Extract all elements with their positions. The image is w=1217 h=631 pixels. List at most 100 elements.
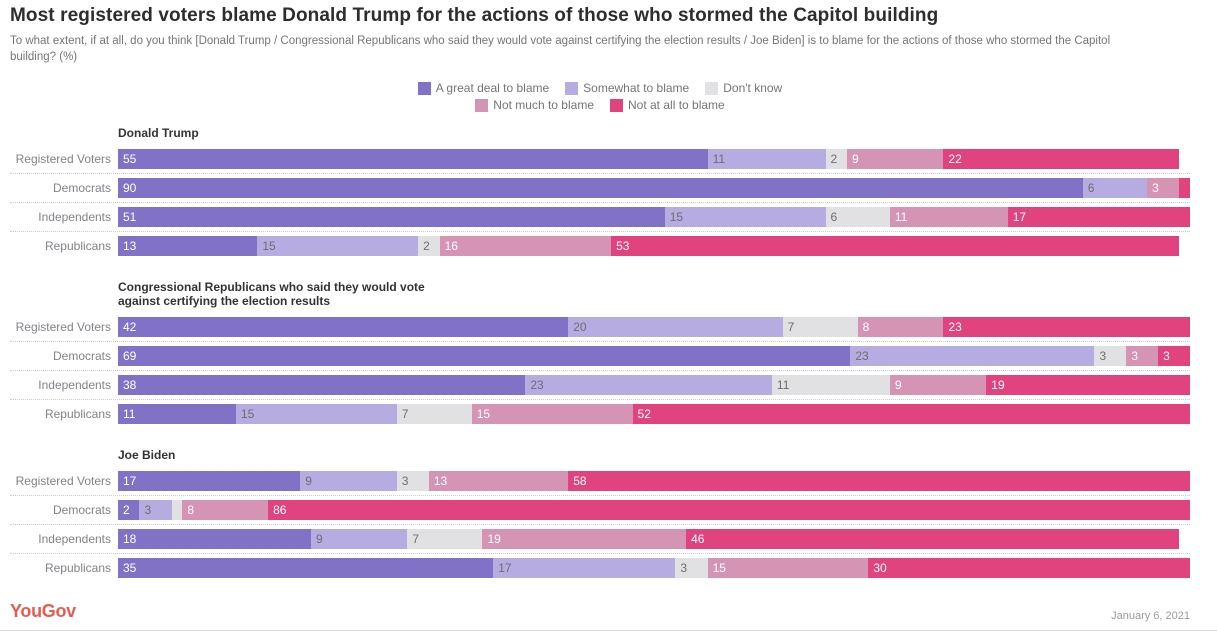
bar-segment-not-at-all-to-blame: 19: [986, 375, 1190, 395]
segment-value: 3: [1152, 181, 1159, 195]
chart-footer: YouGov January 6, 2021: [10, 601, 1190, 622]
bar-segment-don-t-know: 6: [825, 207, 890, 227]
segment-value: 7: [401, 407, 409, 421]
legend-row: A great deal to blame Somewhat to blame Do…: [10, 80, 1190, 97]
bar-segment-not-much-to-blame: 11: [889, 207, 1008, 227]
bar-segment-don-t-know: 3: [1094, 346, 1127, 366]
row-label: Registered Voters: [15, 152, 111, 166]
chart-section-congressional-republicans-who-: Congressional Republicans who said they …: [10, 280, 1191, 428]
bar-segment-not-much-to-blame: 15: [471, 404, 633, 424]
segment-value: 3: [1163, 349, 1170, 363]
bar-segment-don-t-know: 7: [407, 529, 483, 549]
segment-value: 7: [412, 532, 420, 546]
row-label: Republicans: [44, 407, 111, 421]
bar-segment-a-great-deal-to-blame: 11: [118, 404, 236, 424]
row-label: Independents: [38, 378, 111, 392]
bar-segment-not-much-to-blame: 3: [1126, 346, 1159, 366]
segment-value: 7: [787, 320, 795, 334]
chart-row-democrats: Democrats 2 3 8 86: [10, 496, 1190, 525]
segment-value: 17: [123, 474, 137, 488]
segment-value: 46: [691, 532, 705, 546]
section-title: Joe Biden: [118, 448, 176, 462]
bar-segment-a-great-deal-to-blame: 18: [118, 529, 311, 549]
legend-swatch-not-much-to-blame: [475, 99, 489, 112]
segment-value: 11: [776, 378, 790, 392]
segment-value: 9: [894, 378, 902, 392]
row-label: Republicans: [44, 561, 111, 575]
segment-value: 55: [123, 152, 137, 166]
chart-row-registered-voters: Registered Voters 55 11 2 9 22: [10, 145, 1190, 174]
bar-segment-a-great-deal-to-blame: 17: [118, 471, 301, 491]
legend-label: Don't know: [723, 81, 783, 95]
row-label: Independents: [38, 210, 111, 224]
segment-value: 69: [123, 349, 137, 363]
segment-value: 8: [187, 503, 194, 517]
bar-segment-a-great-deal-to-blame: 55: [118, 149, 708, 169]
segment-value: 53: [616, 239, 630, 253]
chart-row-registered-voters: Registered Voters 42 20 7 8 23: [10, 313, 1190, 342]
bar-segment-somewhat-to-blame: 17: [493, 558, 676, 578]
segment-value: 23: [530, 378, 544, 392]
bar-segment-somewhat-to-blame: 20: [568, 317, 783, 337]
bar-segment-a-great-deal-to-blame: 51: [118, 207, 665, 227]
chart-section-joe-biden: Joe Biden Registered Voters 17 9 3 13 58 Democr…: [10, 448, 1190, 582]
chart-row-democrats: Democrats 69 23 3 3 3: [10, 342, 1191, 371]
segment-value: 23: [855, 349, 869, 363]
segment-value: 51: [123, 210, 137, 224]
segment-value: 18: [123, 532, 137, 546]
bar-segment-not-at-all-to-blame: [1179, 178, 1190, 198]
legend-item-a-great-deal-to-blame: A great deal to blame: [417, 80, 550, 97]
row-label: Democrats: [52, 181, 111, 195]
segment-value: 9: [305, 474, 312, 488]
bar-segment-don-t-know: 2: [418, 236, 440, 256]
bar-segment-not-much-to-blame: 9: [889, 375, 987, 395]
segment-value: 9: [851, 152, 859, 166]
bar-segment-a-great-deal-to-blame: 38: [118, 375, 526, 395]
chart-row-republicans: Republicans 35 17 3 15 30: [10, 554, 1190, 582]
legend-label: A great deal to blame: [435, 81, 550, 95]
bar-segment-a-great-deal-to-blame: 13: [118, 236, 258, 256]
row-label: Registered Voters: [15, 320, 111, 334]
legend-swatch-not-at-all-to-blame: [610, 99, 623, 112]
bar-segment-not-at-all-to-blame: 86: [268, 500, 1190, 520]
chart-row-registered-voters: Registered Voters 17 9 3 13 58: [10, 467, 1190, 496]
segment-value: 3: [401, 474, 409, 488]
bar-segment-a-great-deal-to-blame: 2: [118, 500, 140, 520]
segment-value: 15: [476, 407, 491, 421]
segment-value: 11: [894, 210, 908, 224]
segment-value: 2: [830, 152, 838, 166]
segment-value: 2: [423, 239, 430, 253]
chart-question-subtitle: To what extent, if at all, do you think …: [10, 35, 1111, 63]
segment-value: 15: [712, 561, 726, 575]
segment-value: 3: [680, 561, 688, 575]
bar-segment-not-much-to-blame: 3: [1147, 178, 1180, 198]
bar-segment-somewhat-to-blame: 23: [525, 375, 772, 395]
legend-label: Not much to blame: [493, 98, 594, 112]
segment-value: 13: [123, 239, 137, 253]
bar-segment-don-t-know: 7: [782, 317, 858, 337]
bar-segment-don-t-know: 11: [771, 375, 890, 395]
chart-row-democrats: Democrats 90 6 3: [10, 174, 1190, 203]
segment-value: 11: [712, 152, 726, 166]
row-label: Registered Voters: [15, 474, 111, 488]
legend-item-not-at-all-to-blame: Not at all to blame: [610, 97, 725, 114]
chart-area: Donald Trump Registered Voters 55 11 2 9 22 Dem…: [10, 126, 1191, 582]
chart-row-republicans: Republicans 11 15 7 15 52: [10, 400, 1190, 428]
segment-value: 13: [433, 474, 448, 488]
bar-segment-not-at-all-to-blame: 53: [611, 236, 1180, 256]
bar-segment-don-t-know: 7: [396, 404, 472, 424]
segment-value: 2: [123, 503, 130, 517]
segment-value: 42: [123, 320, 137, 334]
bar-segment-not-at-all-to-blame: 23: [943, 317, 1190, 337]
segment-value: 19: [487, 532, 501, 546]
segment-value: 3: [144, 503, 152, 517]
stacked-bar: 11 15 7 15 52: [118, 404, 1190, 424]
segment-value: 16: [444, 239, 458, 253]
row-label: Democrats: [52, 503, 111, 517]
bar-segment-not-much-to-blame: 8: [857, 317, 944, 337]
legend-item-not-much-to-blame: Not much to blame: [475, 97, 594, 114]
bar-segment-somewhat-to-blame: 15: [257, 236, 419, 256]
bar-segment-not-much-to-blame: 8: [182, 500, 269, 520]
segment-value: 15: [262, 239, 276, 253]
